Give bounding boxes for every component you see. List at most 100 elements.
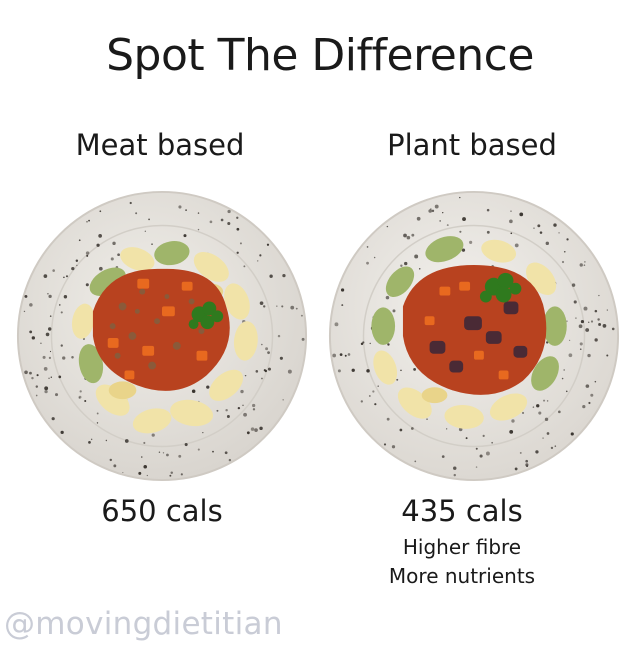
speckle [590,393,594,397]
speckle [300,314,303,317]
speckle [197,212,200,214]
speckle [428,209,432,213]
speckle [85,283,89,287]
speckle [606,309,608,311]
speckle [252,403,256,408]
speckle [340,288,345,292]
speckle [84,399,87,403]
speckle [434,204,439,209]
speckle [216,409,219,412]
speckle [475,447,478,450]
speckle [236,216,239,219]
speckle [261,377,263,380]
speckle [344,354,347,357]
speckle [237,406,241,410]
speckle [43,367,48,371]
meat-based-calories: 650 cals [101,494,223,528]
speckle [597,318,600,321]
speckle [385,295,390,300]
speckle [170,471,174,474]
speckle [347,353,351,356]
speckle [366,369,370,373]
speckle [259,426,263,431]
speckle [40,342,42,345]
speckle [538,411,542,415]
speckle [377,385,379,387]
speckle [31,336,36,340]
speckle [598,294,600,297]
speckle [36,374,39,377]
speckle [48,294,52,298]
speckle [224,451,228,455]
speckle [267,367,271,371]
plant-based-calories: 435 cals [401,494,523,528]
speckle [76,264,78,267]
speckle [254,428,258,432]
speckle [250,427,255,431]
speckle [469,240,473,244]
speckle [242,404,244,407]
speckle [446,428,448,430]
speckle [236,251,239,254]
speckle [86,220,88,223]
speckle [399,428,403,432]
speckle [259,301,264,305]
speckle [243,412,247,417]
speckle [400,264,403,267]
speckle [47,293,49,295]
speckle [244,374,247,377]
speckle [227,221,231,226]
speckle [458,427,463,432]
speckle [590,320,594,323]
speckle [282,273,286,278]
speckle [582,405,586,409]
speckle [82,337,85,340]
speckle [29,330,33,334]
speckle [287,369,292,374]
speckle [563,250,566,253]
speckle [239,242,242,245]
speckle [459,196,461,199]
speckle [578,324,583,329]
speckle [166,453,169,457]
speckle [510,232,513,235]
speckle [279,356,283,360]
speckle [553,223,557,227]
speckle [295,307,298,310]
speckle [537,224,541,228]
speckle [269,274,273,278]
speckle [554,445,557,447]
speckle [60,430,64,435]
speckle [491,441,494,444]
speckle [510,210,512,212]
speckle [545,241,550,246]
speckle [400,369,402,372]
meat-based-heading: Meat based [75,128,245,162]
speckle [475,466,478,468]
speckle [459,230,462,233]
speckle [124,439,129,443]
speckle [486,208,490,212]
speckle [112,241,116,246]
speckle [558,410,561,414]
speckle [519,212,524,217]
speckle [396,378,399,381]
speckle [60,311,63,314]
speckle [267,351,270,355]
speckle [611,327,615,331]
speckle [366,246,369,248]
speckle [606,354,609,357]
speckle [197,228,200,231]
speckle [418,268,421,270]
speckle [383,443,387,446]
speckle [362,341,365,344]
speckle [117,253,120,257]
speckle [158,451,161,453]
speckle [519,451,522,454]
speckle [71,356,74,359]
speckle [594,338,598,342]
speckle [453,473,456,477]
speckle [566,320,568,322]
speckle [514,243,519,248]
speckle [228,458,232,462]
